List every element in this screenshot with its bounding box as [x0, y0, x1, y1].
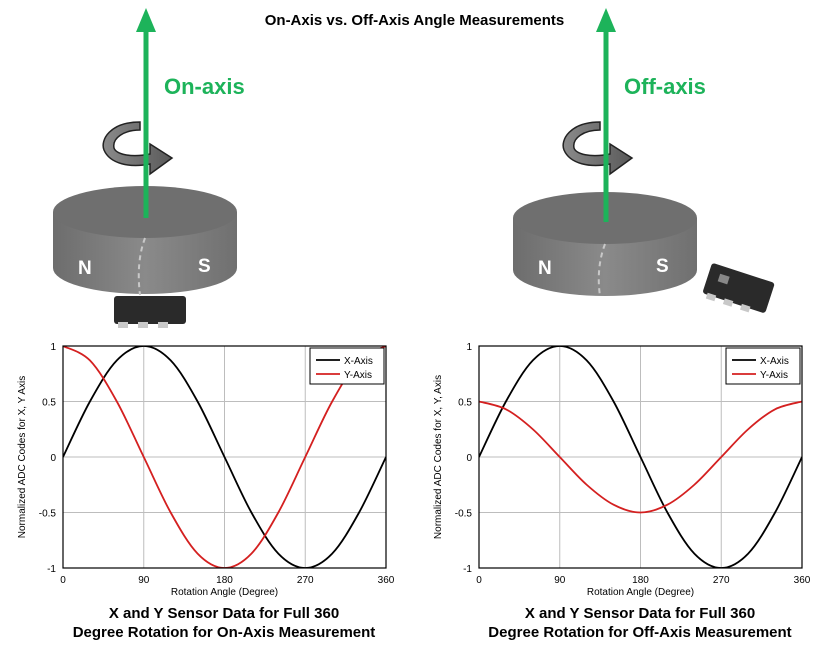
y-tick-label: 0.5	[458, 398, 472, 409]
y-tick-label: 1	[50, 342, 56, 353]
chart-caption-left: X and Y Sensor Data for Full 360 Degree …	[34, 604, 414, 642]
x-tick-label: 180	[216, 575, 233, 586]
caption-line-2: Degree Rotation for Off-Axis Measurement	[450, 623, 829, 642]
x-tick-label: 360	[794, 575, 811, 586]
x-tick-label: 270	[713, 575, 730, 586]
legend-label: Y-Axis	[760, 370, 788, 381]
chart-caption-right: X and Y Sensor Data for Full 360 Degree …	[450, 604, 829, 642]
y-tick-label: -0.5	[39, 509, 57, 520]
x-tick-label: 270	[297, 575, 314, 586]
legend-label: Y-Axis	[344, 370, 372, 381]
y-tick-label: -1	[47, 564, 56, 575]
y-axis-title: Normalized ADC Codes for X, Y Axis	[17, 376, 28, 538]
x-axis-title: Rotation Angle (Degree)	[587, 587, 694, 598]
x-axis-title: Rotation Angle (Degree)	[171, 587, 278, 598]
y-axis-title: Normalized ADC Codes for X, Y, Axis	[433, 375, 444, 539]
legend-label: X-Axis	[760, 356, 789, 367]
y-tick-label: -1	[463, 564, 472, 575]
y-tick-label: 0	[466, 453, 472, 464]
x-tick-label: 360	[378, 575, 395, 586]
y-tick-label: 0.5	[42, 398, 56, 409]
y-tick-label: 0	[50, 453, 56, 464]
caption-line-2: Degree Rotation for On-Axis Measurement	[34, 623, 414, 642]
x-tick-label: 180	[632, 575, 649, 586]
legend-label: X-Axis	[344, 356, 373, 367]
x-tick-label: 90	[554, 575, 566, 586]
x-tick-label: 0	[60, 575, 66, 586]
x-tick-label: 90	[138, 575, 150, 586]
x-tick-label: 0	[476, 575, 482, 586]
caption-line-1: X and Y Sensor Data for Full 360	[450, 604, 829, 623]
y-tick-label: 1	[466, 342, 472, 353]
caption-line-1: X and Y Sensor Data for Full 360	[34, 604, 414, 623]
y-tick-label: -0.5	[455, 509, 473, 520]
